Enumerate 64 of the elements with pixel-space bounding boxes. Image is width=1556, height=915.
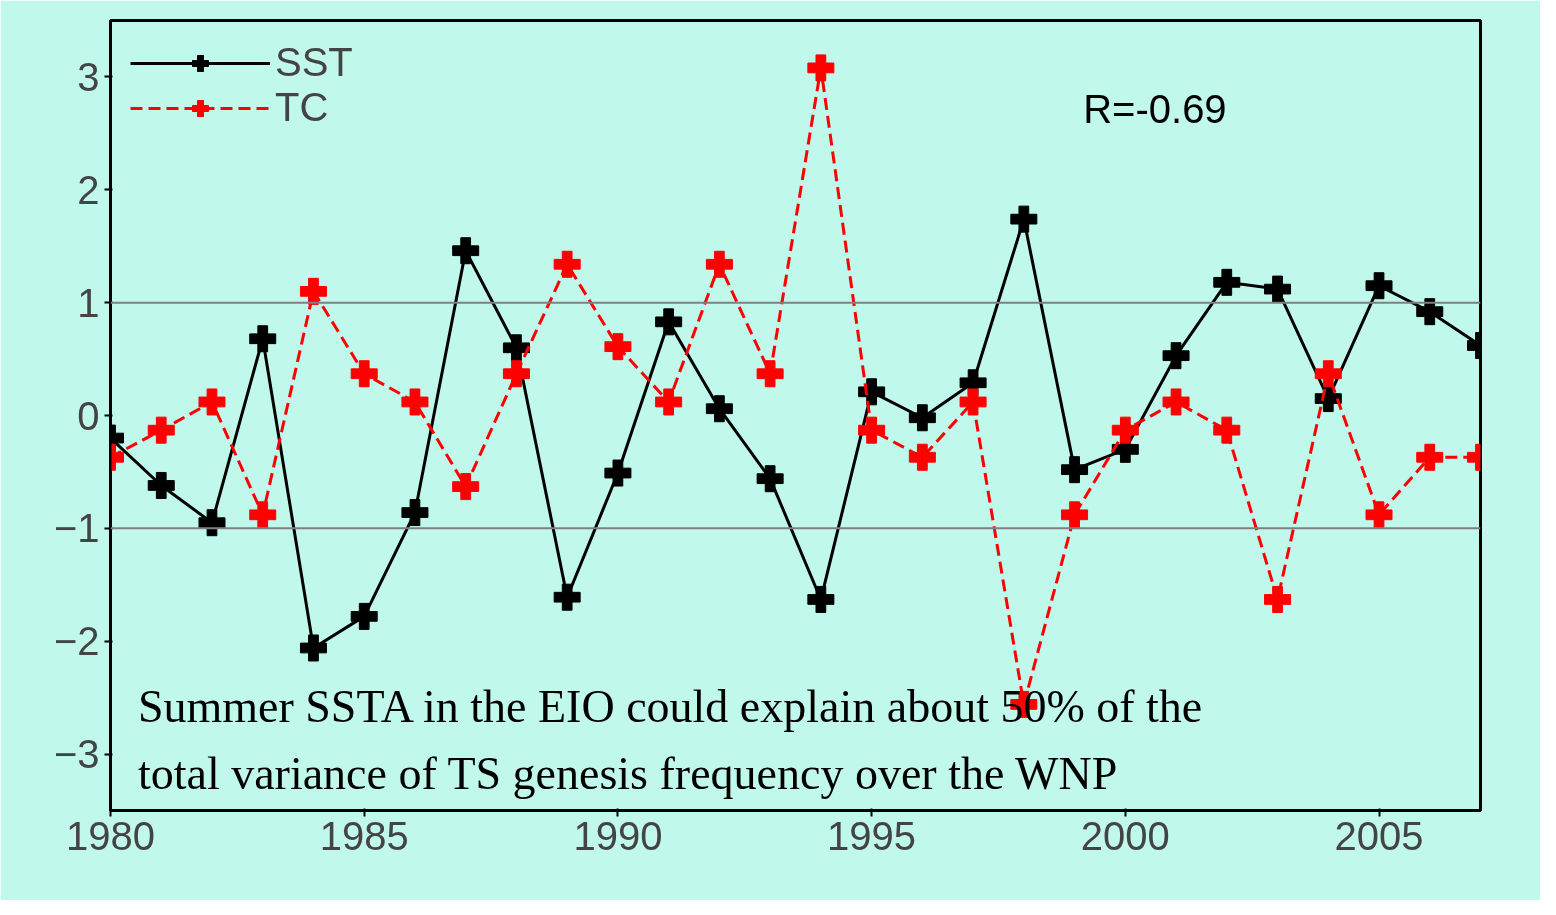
y-tick-label: 1: [77, 280, 100, 325]
point: [959, 388, 987, 416]
point: [1213, 416, 1241, 444]
point: [908, 404, 936, 432]
point: [1061, 501, 1089, 529]
y-tick-label: 0: [77, 393, 100, 438]
y-tick-label: −1: [53, 506, 100, 551]
point: [299, 634, 327, 662]
point: [299, 277, 327, 305]
point: [1264, 275, 1292, 303]
point: [249, 501, 277, 529]
point: [705, 395, 733, 423]
point: [1162, 342, 1190, 370]
point: [1264, 585, 1292, 613]
point: [147, 416, 175, 444]
y-tick-label: 2: [77, 167, 100, 212]
point: [1416, 298, 1444, 326]
point: [198, 388, 226, 416]
x-tick-label: 1995: [827, 813, 917, 858]
legend-label: TC: [275, 85, 329, 130]
y-tick-label: −3: [53, 732, 100, 777]
point: [502, 334, 530, 362]
point: [858, 416, 886, 444]
point: [655, 388, 683, 416]
annotation: R=-0.69: [1083, 87, 1227, 132]
point: [756, 360, 784, 388]
point: [1314, 360, 1342, 388]
point: [350, 360, 378, 388]
point: [401, 388, 429, 416]
point: [553, 250, 581, 278]
point: [198, 509, 226, 537]
point: [1416, 443, 1444, 471]
point: [756, 465, 784, 493]
point: [908, 443, 936, 471]
point: [1162, 388, 1190, 416]
point: [452, 473, 480, 501]
x-tick-label: 1980: [66, 813, 155, 858]
point: [604, 333, 632, 361]
x-tick-label: 1985: [319, 813, 409, 858]
point: [604, 459, 632, 487]
y-tick-label: −2: [53, 619, 100, 664]
y-tick-label: 3: [77, 54, 100, 99]
x-tick-label: 1990: [573, 813, 663, 858]
point: [249, 325, 277, 353]
x-tick-label: 2000: [1080, 813, 1170, 858]
point: [401, 499, 429, 527]
point: [452, 237, 480, 265]
legend-label: SST: [275, 40, 353, 85]
point: [1061, 456, 1089, 484]
point: [502, 360, 530, 388]
point: [147, 471, 175, 499]
point: [858, 378, 886, 406]
point: [350, 602, 378, 630]
point: [1365, 501, 1393, 529]
point: [705, 250, 733, 278]
point: [655, 308, 683, 336]
point: [1365, 272, 1393, 300]
point: [1111, 416, 1139, 444]
point: [807, 54, 835, 82]
point: [1010, 205, 1038, 233]
x-tick-label: 2005: [1334, 813, 1424, 858]
point: [553, 583, 581, 611]
point: [807, 585, 835, 613]
point: [1213, 268, 1241, 296]
